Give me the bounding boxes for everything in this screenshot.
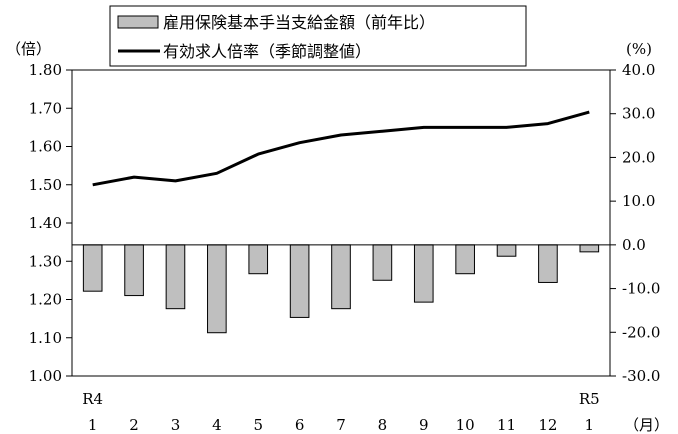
x-tick-label: 3 [171, 416, 181, 434]
x-tick-label: 11 [497, 416, 516, 434]
left-axis-ticks: 1.00 1.10 1.20 1.30 1.40 1.50 1.60 1.70 1.80 [29, 61, 72, 385]
x-axis-labels: 1 2 3 4 5 6 7 8 9 10 11 12 1R4 R5 [82, 390, 599, 434]
x-tick-label: 12 [538, 416, 557, 434]
left-tick-label: 1.70 [29, 99, 62, 117]
legend: 雇用保険基本手当支給金額（前年比） 有効求人倍率（季節調整値） [109, 5, 527, 67]
x-year-label: R5 [579, 390, 600, 408]
bar [579, 244, 600, 253]
bar [372, 244, 393, 281]
legend-line-label: 有効求人倍率（季節調整値） [163, 42, 371, 61]
plot-area [71, 69, 611, 377]
left-tick-label: 1.40 [29, 214, 62, 232]
x-year-label: R4 [82, 390, 103, 408]
right-tick-label: 40.0 [622, 61, 655, 79]
right-axis-ticks: -30.0 -20.0 -10.0 0.0 10.0 20.0 30.0 40.0 [610, 61, 660, 385]
legend-bar-swatch [117, 15, 159, 29]
bar [331, 244, 351, 310]
right-tick-label: -20.0 [622, 323, 660, 341]
right-tick-label: -30.0 [622, 367, 660, 385]
x-tick-label: 4 [212, 416, 222, 434]
bar [124, 244, 144, 297]
right-tick-label: 0.0 [622, 236, 646, 254]
legend-box [109, 5, 527, 67]
left-axis-unit: （倍） [6, 40, 51, 58]
left-tick-label: 1.80 [29, 61, 62, 79]
x-tick-label: 2 [129, 416, 139, 434]
legend-bar-label: 雇用保険基本手当支給金額（前年比） [163, 13, 435, 32]
x-tick-label: 7 [336, 416, 346, 434]
x-tick-label: 6 [295, 416, 305, 434]
bar [413, 244, 434, 303]
left-tick-label: 1.20 [29, 291, 62, 309]
right-tick-label: 30.0 [622, 105, 655, 123]
bar [207, 244, 227, 334]
x-tick-label: 9 [419, 416, 429, 434]
line-series [92, 110, 590, 187]
x-tick-label: 10 [456, 416, 475, 434]
x-axis-unit: （月） [624, 416, 669, 434]
bar [289, 244, 310, 318]
left-tick-label: 1.30 [29, 252, 62, 270]
x-tick-label: 5 [253, 416, 263, 434]
bar [248, 244, 269, 275]
left-tick-label: 1.10 [29, 329, 62, 347]
left-tick-label: 1.60 [29, 138, 62, 156]
bar [82, 244, 103, 292]
right-axis-unit: (%) [626, 40, 652, 58]
right-tick-label: 20.0 [622, 148, 655, 166]
left-tick-label: 1.00 [29, 367, 62, 385]
right-tick-label: -10.0 [622, 280, 660, 298]
right-tick-label: 10.0 [622, 192, 655, 210]
bar [165, 244, 186, 310]
x-tick-label: 8 [378, 416, 388, 434]
bar [496, 244, 517, 257]
bar [538, 244, 558, 283]
x-tick-label: 1 [88, 416, 98, 434]
x-tick-label: 1 [585, 416, 595, 434]
bar-series [82, 244, 600, 334]
left-tick-label: 1.50 [29, 176, 62, 194]
bar [455, 244, 475, 275]
